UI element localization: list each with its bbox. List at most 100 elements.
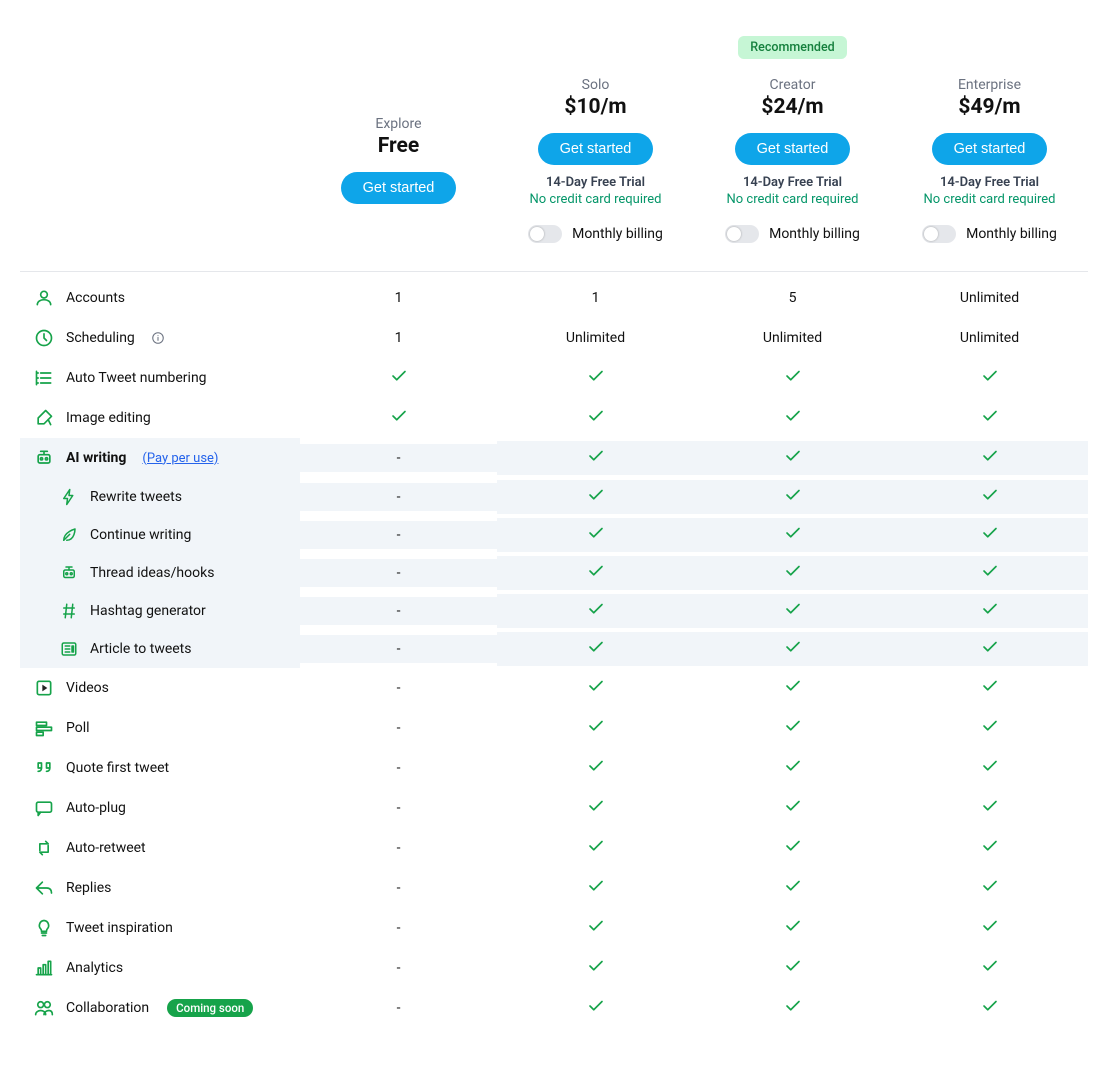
feature-label: Auto-plug [66, 800, 126, 816]
feature-label: Auto Tweet numbering [66, 370, 207, 386]
billing-toggle[interactable] [725, 225, 759, 243]
check-icon [587, 407, 605, 425]
plan-badge-cell-1 [497, 42, 694, 54]
feature-value-cell: 1 [300, 324, 497, 352]
text-value: 1 [395, 330, 403, 346]
check-icon [981, 524, 999, 542]
check-icon [784, 407, 802, 425]
feature-label-cell: Analytics [20, 948, 300, 988]
feature-value-cell [497, 518, 694, 552]
check-icon [981, 997, 999, 1015]
plan-badge-cell-0 [300, 42, 497, 54]
feature-value-cell: 5 [694, 284, 891, 312]
check-icon [981, 447, 999, 465]
check-icon [587, 917, 605, 935]
check-icon [784, 717, 802, 735]
plan-price: $10/m [507, 95, 684, 119]
dash-value: - [397, 603, 401, 619]
text-value: Unlimited [763, 330, 822, 346]
check-icon [784, 638, 802, 656]
feature-label: AI writing [66, 450, 126, 466]
feature-label-cell: AI writing (Pay per use) [20, 438, 300, 478]
feature-label-cell: Article to tweets [20, 630, 300, 668]
dash-value: - [397, 720, 401, 736]
feature-label: Accounts [66, 290, 125, 306]
feature-value-cell [497, 632, 694, 666]
feature-label: Hashtag generator [90, 603, 206, 619]
feature-value-cell [891, 991, 1088, 1025]
trial-text: 14-Day Free Trial [901, 175, 1078, 190]
feature-label-cell: Image editing [20, 398, 300, 438]
feature-value-cell [497, 991, 694, 1025]
feature-value-cell: - [300, 874, 497, 902]
check-icon [587, 837, 605, 855]
dash-value: - [397, 527, 401, 543]
check-icon [587, 524, 605, 542]
feature-value-cell [497, 791, 694, 825]
check-icon [587, 797, 605, 815]
billing-label: Monthly billing [769, 226, 860, 242]
get-started-button[interactable]: Get started [341, 172, 457, 204]
dash-value: - [397, 680, 401, 696]
feature-value-cell [694, 594, 891, 628]
info-icon[interactable] [147, 330, 165, 346]
feature-value-cell: - [300, 521, 497, 549]
dash-value: - [397, 565, 401, 581]
check-icon [981, 367, 999, 385]
feature-value-cell: - [300, 954, 497, 982]
feature-value-cell [891, 441, 1088, 475]
feature-value-cell [497, 594, 694, 628]
check-icon [981, 837, 999, 855]
feature-value-cell [891, 671, 1088, 705]
check-icon [784, 997, 802, 1015]
feature-value-cell [694, 911, 891, 945]
plan-name: Enterprise [901, 77, 1078, 93]
feature-value-cell [694, 480, 891, 514]
billing-toggle[interactable] [528, 225, 562, 243]
dash-value: - [397, 800, 401, 816]
feature-value-cell: - [300, 714, 497, 742]
feature-value-cell: - [300, 674, 497, 702]
feature-value-cell [300, 401, 497, 435]
header-spacer [20, 38, 300, 58]
check-icon [981, 407, 999, 425]
feature-label-cell: Videos [20, 668, 300, 708]
billing-label: Monthly billing [572, 226, 663, 242]
check-icon [981, 677, 999, 695]
check-icon [784, 877, 802, 895]
check-icon [587, 757, 605, 775]
billing-toggle[interactable] [922, 225, 956, 243]
feature-label-cell: Accounts [20, 278, 300, 318]
check-icon [784, 837, 802, 855]
feature-label-cell: Auto-plug [20, 788, 300, 828]
check-icon [587, 877, 605, 895]
check-icon [784, 486, 802, 504]
feature-label-cell: Hashtag generator [20, 592, 300, 630]
text-value: Unlimited [960, 330, 1019, 346]
check-icon [784, 677, 802, 695]
feature-value-cell [694, 401, 891, 435]
feature-value-cell [891, 361, 1088, 395]
plan-header-2: Creator $24/m Get started 14-Day Free Tr… [694, 65, 891, 249]
plan-header-0: Explore Free Get started [300, 104, 497, 210]
feature-value-cell [497, 361, 694, 395]
feature-value-cell [694, 991, 891, 1025]
feature-value-cell [300, 361, 497, 395]
check-icon [587, 600, 605, 618]
feature-label: Thread ideas/hooks [90, 565, 214, 581]
feature-value-cell [891, 831, 1088, 865]
get-started-button[interactable]: Get started [735, 133, 851, 165]
feature-label: Auto-retweet [66, 840, 146, 856]
feature-value-cell: - [300, 635, 497, 663]
pay-per-use-link[interactable]: (Pay per use) [142, 451, 218, 466]
feature-label: Videos [66, 680, 109, 696]
feature-value-cell [497, 871, 694, 905]
recommended-badge: Recommended [738, 36, 846, 59]
feature-label: Tweet inspiration [66, 920, 173, 936]
coming-soon-pill: Coming soon [167, 999, 253, 1017]
get-started-button[interactable]: Get started [538, 133, 654, 165]
dash-value: - [397, 880, 401, 896]
feature-value-cell [694, 671, 891, 705]
get-started-button[interactable]: Get started [932, 133, 1048, 165]
check-icon [784, 757, 802, 775]
